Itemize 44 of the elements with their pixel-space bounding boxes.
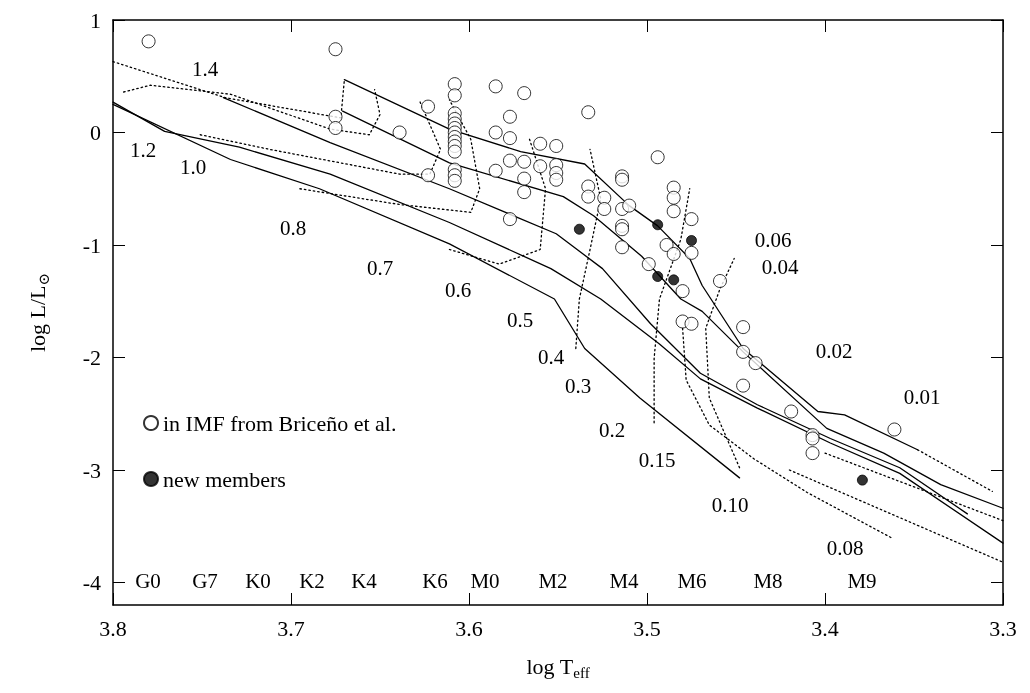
annotation: 0.5	[506, 308, 534, 332]
annotation: G0	[135, 569, 161, 593]
legend-label: in IMF from Briceño et al.	[163, 410, 397, 436]
annotation: 0.10	[711, 493, 749, 517]
annotation: G7	[192, 569, 218, 593]
annotation: 0.3	[564, 374, 592, 398]
annotation: 0.6	[444, 278, 472, 302]
x-tick-label: 3.5	[633, 615, 661, 641]
annotation: K0	[245, 569, 271, 593]
annotation: K4	[351, 569, 378, 593]
annotation: 0.06	[754, 228, 792, 252]
annotation: K6	[422, 569, 448, 593]
y-tick-label: -3	[82, 457, 101, 483]
annotation: 0.8	[279, 216, 307, 240]
annotation: 0.15	[638, 448, 676, 472]
annotation: 1.2	[129, 138, 157, 162]
annotation: 0.08	[826, 536, 864, 560]
annotation: M2	[538, 569, 568, 593]
x-tick-label: 3.8	[99, 615, 127, 641]
annotation: 1.0	[179, 155, 207, 179]
annotation: K2	[299, 569, 325, 593]
annotation: 0.01	[903, 385, 941, 409]
legend-label: new members	[163, 466, 286, 492]
y-tick-label: 0	[90, 120, 101, 145]
annotation: 0.04	[761, 255, 799, 279]
y-tick-label: -4	[82, 570, 101, 595]
annotation: M9	[847, 569, 877, 593]
annotation: 1.4	[191, 57, 219, 81]
x-tick-label: 3.6	[455, 615, 483, 641]
y-tick-label: -2	[82, 345, 101, 370]
y-tick-label: 1	[90, 7, 101, 33]
annotation: M6	[677, 569, 707, 593]
x-tick-label: 3.3	[989, 615, 1017, 641]
x-tick-label: 3.4	[811, 615, 839, 641]
y-axis-title: log L/L⊙	[25, 272, 52, 353]
annotation: 0.2	[598, 418, 626, 442]
annotation: M4	[609, 569, 640, 593]
annotation: M0	[470, 569, 500, 593]
annotation: M8	[753, 569, 783, 593]
x-tick-label: 3.7	[277, 615, 305, 641]
annotation: 0.7	[366, 256, 394, 280]
annotation: 0.4	[537, 345, 565, 369]
annotation: 0.02	[815, 339, 853, 363]
y-tick-label: -1	[82, 232, 101, 258]
